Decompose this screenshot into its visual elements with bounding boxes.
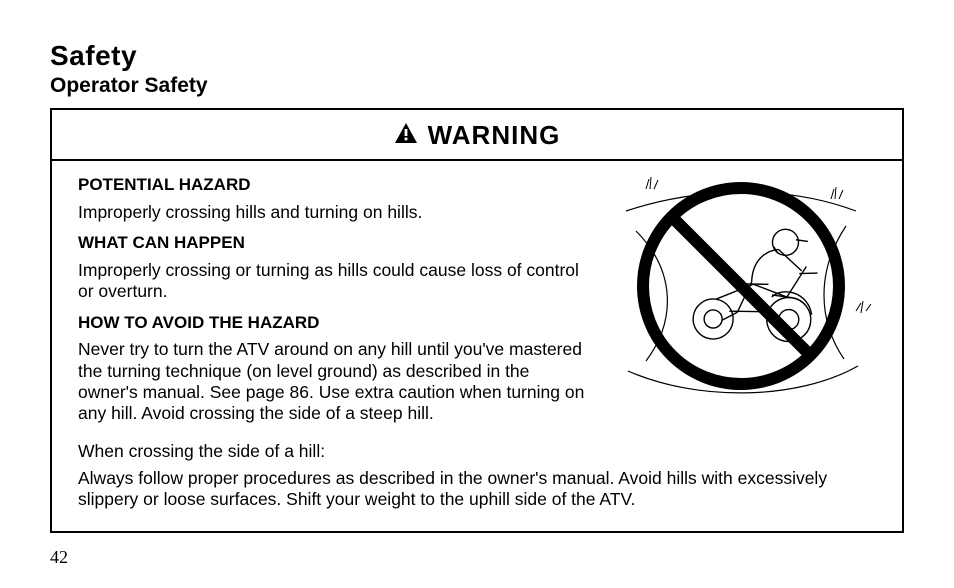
warning-text-column: POTENTIAL HAZARD Improperly crossing hil…: [78, 171, 586, 435]
prohibition-illustration: [606, 171, 876, 401]
warning-title: WARNING: [428, 120, 561, 151]
when-crossing-text: When crossing the side of a hill:: [78, 441, 876, 462]
manual-page: Safety Operator Safety WARNING POTENTIAL…: [0, 0, 954, 588]
potential-hazard-text: Improperly crossing hills and turning on…: [78, 202, 586, 223]
warning-triangle-icon: [394, 120, 418, 151]
how-to-avoid-label: HOW TO AVOID THE HAZARD: [78, 313, 586, 334]
warning-box: WARNING POTENTIAL HAZARD Improperly cros…: [50, 108, 904, 533]
page-number: 42: [50, 547, 904, 568]
how-to-avoid-text: Never try to turn the ATV around on any …: [78, 339, 586, 424]
what-can-happen-text: Improperly crossing or turning as hills …: [78, 260, 586, 303]
page-heading-2: Operator Safety: [50, 74, 904, 98]
potential-hazard-label: POTENTIAL HAZARD: [78, 175, 586, 196]
prohibition-ring-icon: [643, 188, 839, 384]
warning-header: WARNING: [52, 110, 902, 161]
always-follow-text: Always follow proper procedures as descr…: [78, 468, 876, 511]
warning-text-fullwidth: When crossing the side of a hill: Always…: [52, 435, 902, 511]
what-can-happen-label: WHAT CAN HAPPEN: [78, 233, 586, 254]
page-heading-1: Safety: [50, 40, 904, 72]
atv-rider-icon: [691, 218, 823, 352]
warning-content-row: POTENTIAL HAZARD Improperly crossing hil…: [52, 161, 902, 435]
